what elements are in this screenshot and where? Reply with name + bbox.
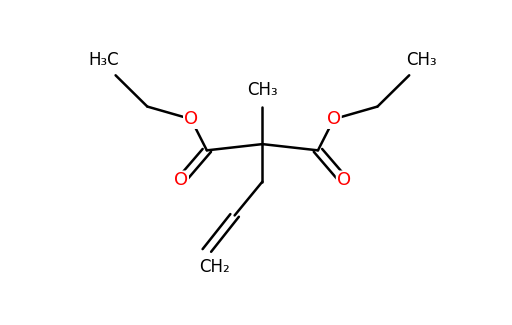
Text: H₃C: H₃C [89,51,119,69]
Text: O: O [327,110,341,128]
Text: O: O [184,110,198,128]
Text: CH₃: CH₃ [406,51,436,69]
Text: O: O [174,171,188,189]
Text: O: O [337,171,351,189]
Text: CH₂: CH₂ [199,258,230,276]
Text: CH₃: CH₃ [247,81,278,99]
